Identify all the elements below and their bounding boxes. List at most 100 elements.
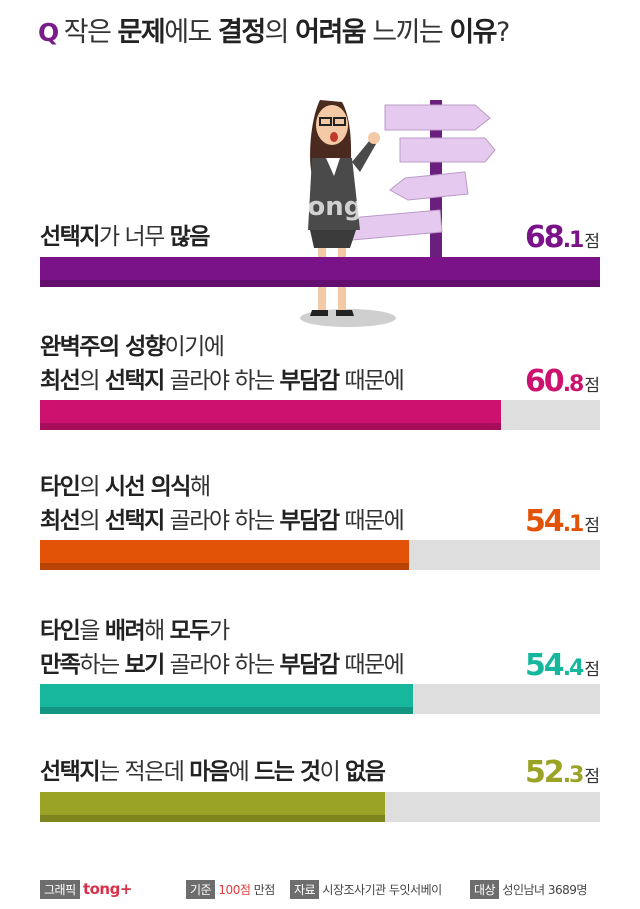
bar-label-segment: 만족	[40, 652, 81, 678]
bar-value-label: 54.1 점	[525, 504, 600, 539]
brand-logo: tong+	[82, 880, 132, 898]
chart-title: Q 작은 문제에도 결정의 어려움 느끼는 이유?	[38, 10, 510, 49]
bar-value-label: 68.1 점	[525, 220, 600, 255]
basis-value: 100점	[218, 883, 251, 897]
bar-label-line: 타인을 배려해 모두가	[40, 614, 403, 648]
graphic-tag: 그래픽	[40, 880, 80, 899]
bar-label-segment: 때문에	[338, 508, 404, 534]
bar-label-segment: 선택지	[104, 368, 165, 394]
bar-label-segment: 의	[79, 474, 105, 500]
bar-value-label: 54.4 점	[525, 648, 600, 683]
bar-value-dec: .8	[562, 372, 585, 397]
title-segment: 의	[264, 17, 296, 48]
bar-value-dec: .1	[562, 228, 585, 253]
bar-label-segment: 시선 의식	[104, 474, 192, 500]
bar-label-segment: 완벽주의 성향	[40, 334, 166, 360]
title-segment: 느끼는	[365, 17, 450, 48]
bar-label-segment: 이	[319, 759, 346, 785]
bar-label-line: 최선의 선택지 골라야 하는 부담감 때문에	[40, 504, 405, 538]
bar-value-dec: .1	[562, 512, 585, 537]
footer: 그래픽 tong+ 기준 100점 만점 자료 시장조사기관 두잇서베이 대상 …	[40, 878, 600, 899]
bar-fill-shade	[40, 563, 409, 570]
title-segment: 에도	[164, 17, 218, 48]
bar-value-label: 52.3 점	[525, 755, 600, 790]
title-segment: 이유	[449, 17, 497, 48]
bar-label-segment: 는 적은데	[98, 759, 190, 785]
bar-value-int: 60	[524, 364, 565, 399]
bar-label-segment: 해	[189, 474, 211, 500]
bar-label-segment: 골라야 하는	[163, 368, 280, 394]
basis-suffix: 만점	[253, 883, 276, 897]
source-value: 시장조사기관 두잇서베이	[322, 883, 442, 897]
bar-label-segment: 부담감	[279, 508, 340, 534]
bar-label-segment: 보기	[124, 652, 165, 678]
bar-label-line: 타인의 시선 의식해	[40, 470, 403, 504]
bar-value-unit: 점	[584, 660, 600, 680]
bar-track	[40, 540, 600, 570]
bar-label-segment: 배려	[104, 618, 146, 644]
bar-label: 선택지가 너무 많음	[40, 220, 210, 254]
svg-text:tong+: tong+	[295, 192, 384, 222]
bar-label: 타인의 시선 의식해 최선의 선택지 골라야 하는 부담감 때문에	[40, 470, 405, 538]
bar-item: 선택지는 적은데 마음에 드는 것이 없음 52.3 점	[40, 755, 600, 822]
bar-label-segment: 의	[79, 368, 105, 394]
basis-tag: 기준	[186, 880, 216, 899]
bar-value-unit: 점	[584, 516, 600, 536]
woman-signpost-illustration: tong+	[295, 100, 496, 327]
bar-label: 타인을 배려해 모두가 만족하는 보기 골라야 하는 부담감 때문에	[40, 614, 405, 682]
bar-track	[40, 257, 600, 287]
bar-label-segment: 이기에	[164, 334, 224, 360]
bar-label-line: 최선의 선택지 골라야 하는 부담감 때문에	[40, 364, 405, 398]
title-segment: 어려움	[295, 17, 367, 48]
bar-label-segment: 타인	[40, 618, 81, 644]
bar-fill	[40, 257, 600, 287]
bar-value-int: 54	[524, 504, 565, 539]
bar-track	[40, 792, 600, 822]
bar-item: 선택지가 너무 많음 68.1 점	[40, 220, 600, 287]
bar-label: 선택지는 적은데 마음에 드는 것이 없음	[40, 755, 386, 789]
bar-value-int: 52	[524, 755, 565, 790]
bar-value-unit: 점	[584, 376, 600, 396]
bar-label-segment: 마음	[189, 759, 230, 785]
bar-fill-shade	[40, 707, 413, 714]
bar-fill-shade	[40, 280, 600, 287]
bar-label-segment: 때문에	[338, 652, 404, 678]
bar-label-segment: 없음	[345, 759, 386, 785]
title-segment: 결정	[217, 17, 266, 48]
bar-fill	[40, 540, 409, 570]
title-q-mark: Q	[38, 18, 59, 47]
bar-label-segment: 부담감	[279, 652, 340, 678]
title-segment: ?	[496, 17, 510, 48]
bar-label-segment: 모두	[169, 618, 211, 644]
bar-label-segment: 의	[79, 508, 105, 534]
bar-label-segment: 타인	[40, 474, 81, 500]
bar-label-segment: 해	[144, 618, 170, 644]
bar-value-dec: .4	[562, 656, 585, 681]
bar-label-line: 선택지가 너무 많음	[40, 220, 210, 254]
target-value: 성인남녀 3689명	[502, 883, 587, 897]
bar-fill-shade	[40, 815, 385, 822]
bar-value-dec: .3	[562, 763, 585, 788]
bar-label-segment: 골라야 하는	[163, 652, 280, 678]
bar-fill-shade	[40, 423, 501, 430]
title-segment: 문제	[117, 17, 166, 48]
bar-track	[40, 684, 600, 714]
bar-label-segment: 때문에	[338, 368, 404, 394]
bar-value-int: 68	[524, 220, 565, 255]
bar-label-segment: 에	[228, 759, 255, 785]
bar-label-segment: 가	[208, 618, 230, 644]
target-tag: 대상	[470, 880, 500, 899]
bar-fill	[40, 684, 413, 714]
bar-fill	[40, 792, 385, 822]
bar-value-label: 60.8 점	[525, 364, 600, 399]
bar-value-unit: 점	[584, 232, 600, 252]
bar-label-segment: 골라야 하는	[163, 508, 280, 534]
bar-label-segment: 드는 것	[254, 759, 321, 785]
bar-label-segment: 최선	[40, 508, 81, 534]
title-segment: 작은	[63, 17, 118, 48]
bar-label-segment: 선택지	[104, 508, 165, 534]
bar-label-line: 선택지는 적은데 마음에 드는 것이 없음	[40, 755, 386, 789]
bar-label-segment: 부담감	[279, 368, 340, 394]
